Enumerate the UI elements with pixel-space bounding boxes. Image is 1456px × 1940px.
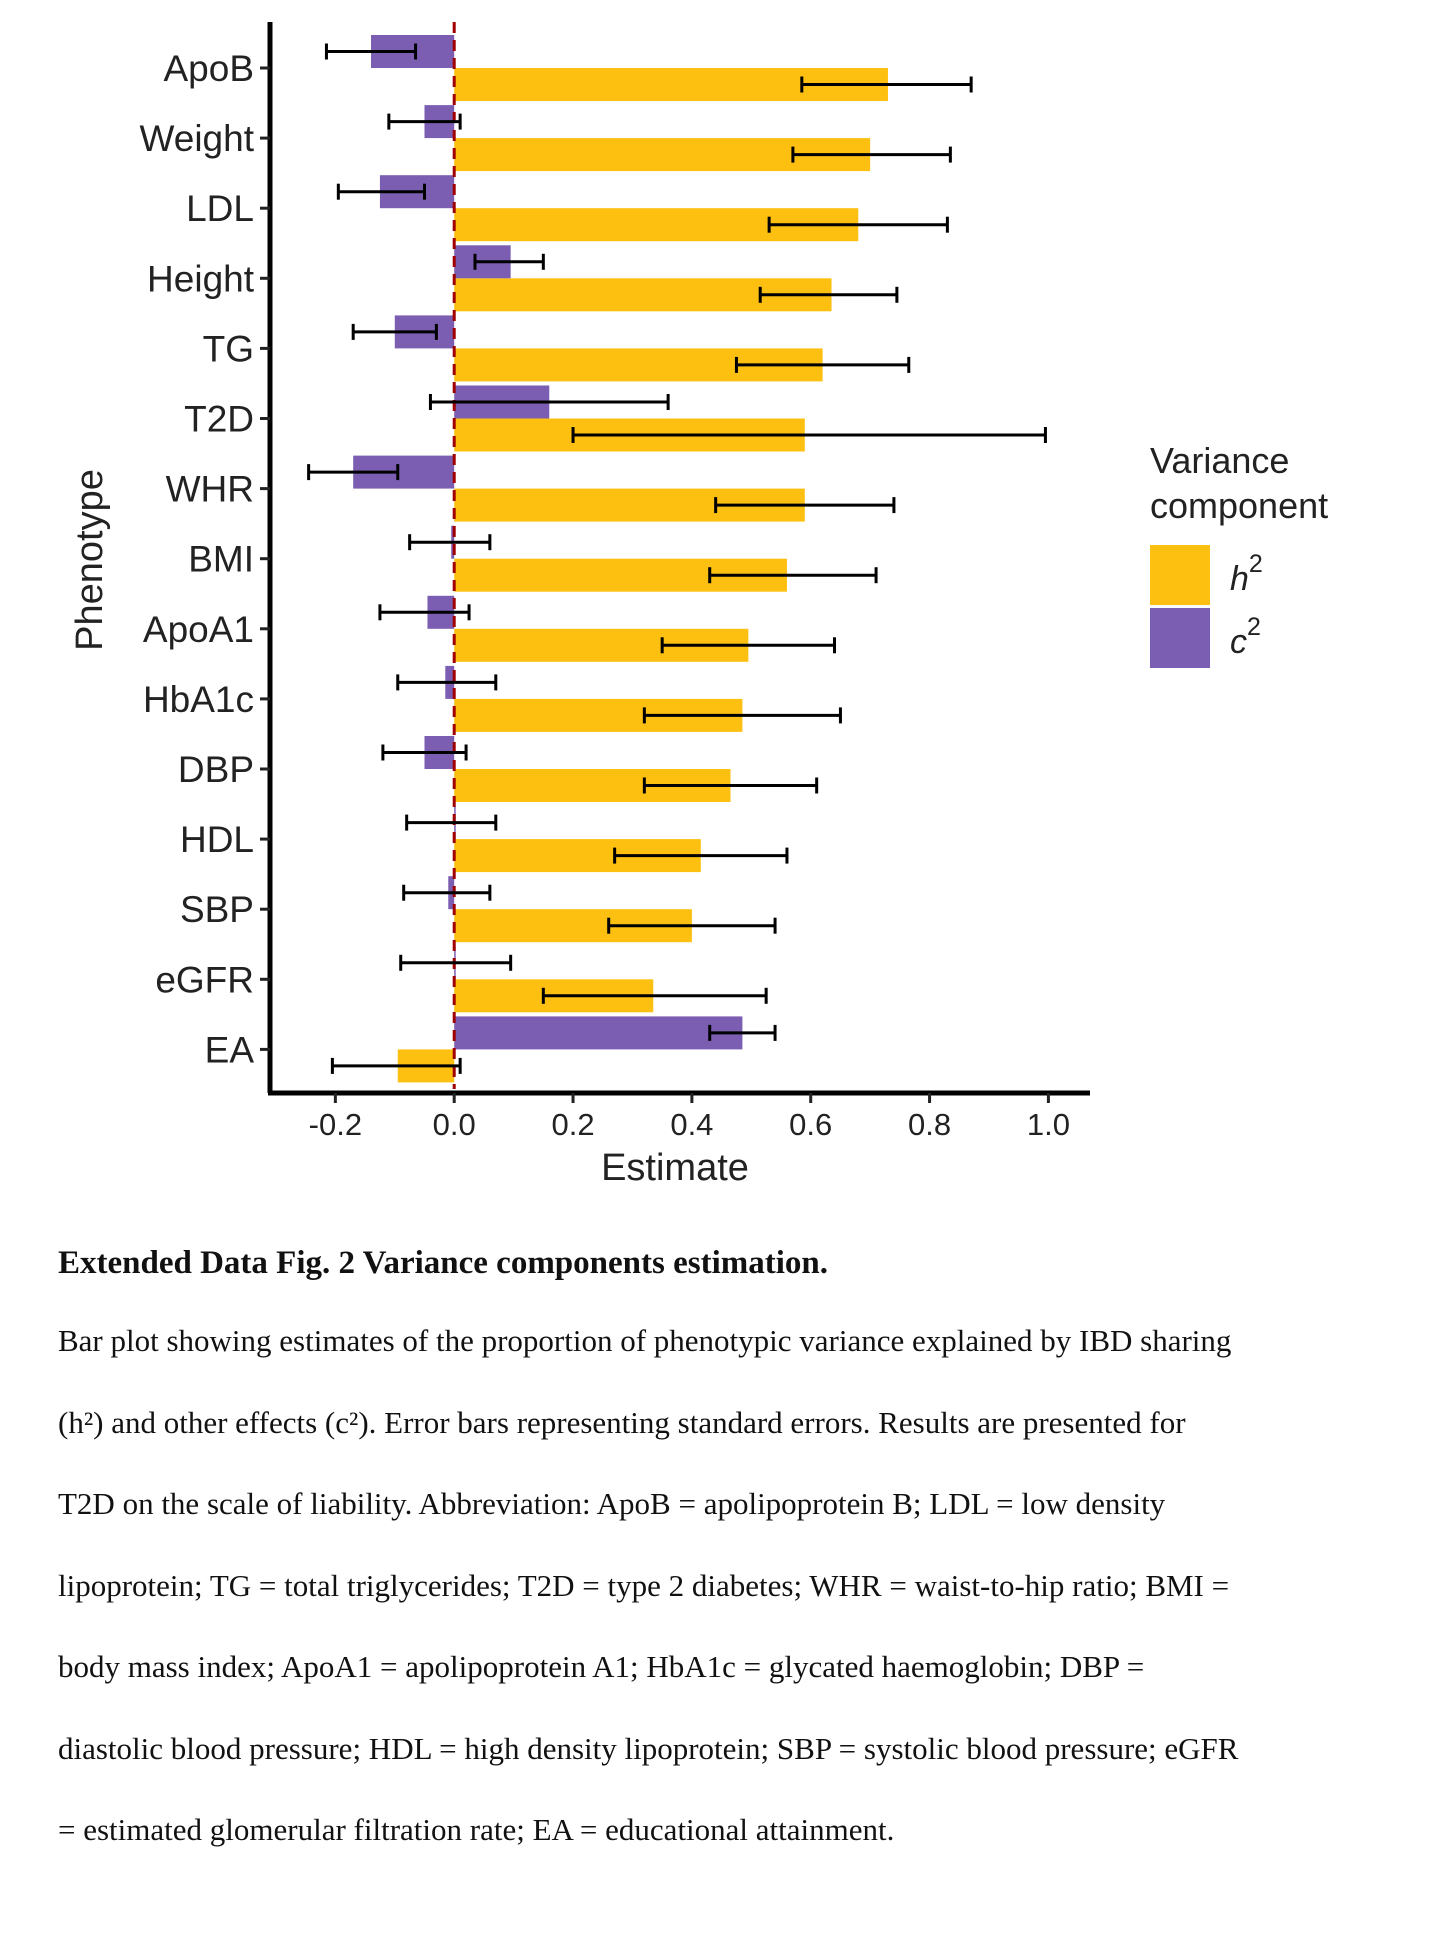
caption-title: Extended Data Fig. 2 Variance components… xyxy=(58,1245,828,1281)
x-tick-label: 0.8 xyxy=(908,1107,951,1142)
caption-line: (h²) and other effects (c²). Error bars … xyxy=(58,1404,1186,1440)
y-tick-label: HDL xyxy=(180,819,254,860)
x-tick-label: 0.0 xyxy=(433,1107,476,1142)
caption-line: lipoprotein; TG = total triglycerides; T… xyxy=(58,1567,1230,1603)
legend-label-h2: h2 xyxy=(1230,550,1263,598)
y-tick-label: ApoA1 xyxy=(143,609,254,650)
figure-caption: Extended Data Fig. 2 Variance components… xyxy=(58,1240,1400,1871)
caption-line: body mass index; ApoA1 = apolipoprotein … xyxy=(58,1649,1145,1684)
y-tick-label: BMI xyxy=(188,539,254,580)
x-tick-label: 0.6 xyxy=(789,1107,832,1142)
y-tick-label: SBP xyxy=(180,889,254,930)
y-tick-label: TG xyxy=(203,328,254,369)
legend-swatch-h2 xyxy=(1150,545,1210,605)
y-tick-label: WHR xyxy=(166,469,254,510)
legend-title: Variance xyxy=(1150,440,1289,481)
x-tick-label: 0.4 xyxy=(670,1107,713,1142)
caption-line: T2D on the scale of liability. Abbreviat… xyxy=(58,1486,1166,1521)
y-tick-label: HbA1c xyxy=(143,679,254,720)
caption-line: diastolic blood pressure; HDL = high den… xyxy=(58,1730,1239,1766)
variance-components-chart: ApoB Weight LDL Height TG T2D WHR BMI ApoA1 HbA1c… xyxy=(69,22,1328,1189)
legend-title: component xyxy=(1150,485,1328,526)
legend-label-c2: c2 xyxy=(1230,613,1261,661)
x-tick-label: -0.2 xyxy=(309,1107,362,1142)
y-tick-label: Weight xyxy=(140,118,255,159)
y-axis-title: Phenotype xyxy=(69,469,111,651)
x-tick-label: 1.0 xyxy=(1027,1107,1070,1142)
y-tick-label: LDL xyxy=(186,188,254,229)
legend-swatch-c2 xyxy=(1150,608,1210,668)
y-tick-label: Height xyxy=(147,258,255,299)
y-tick-label: eGFR xyxy=(155,959,254,1000)
caption-line: Bar plot showing estimates of the propor… xyxy=(58,1323,1232,1358)
y-tick-label: EA xyxy=(205,1029,255,1070)
bar-c2-ea xyxy=(454,1016,743,1050)
y-tick-label: T2D xyxy=(184,399,254,440)
y-tick-label: ApoB xyxy=(163,48,254,89)
x-tick-label: 0.2 xyxy=(551,1107,594,1142)
caption-line: = estimated glomerular filtration rate; … xyxy=(58,1812,895,1847)
y-tick-label: DBP xyxy=(178,749,254,790)
x-axis-title: Estimate xyxy=(601,1147,749,1189)
caption-body: Bar plot showing estimates of the propor… xyxy=(58,1300,1400,1871)
